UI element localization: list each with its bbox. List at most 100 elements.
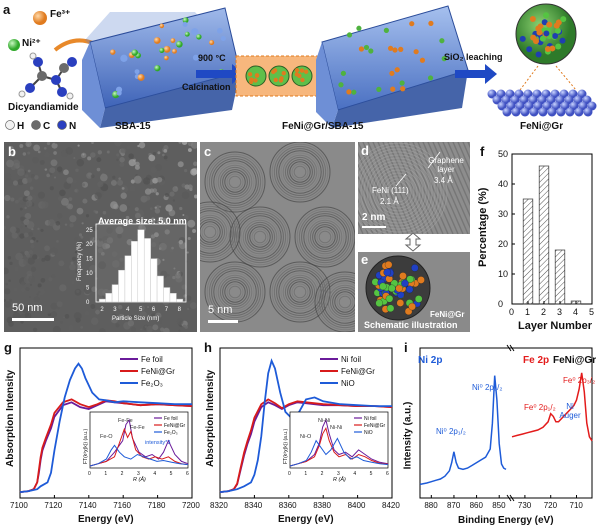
inset-y-tick: 10 xyxy=(86,271,93,277)
tem-grain xyxy=(190,168,197,176)
x-tick-label: 1 xyxy=(525,307,530,317)
tem-grain xyxy=(8,279,11,282)
inset-x-tick: 6 xyxy=(186,471,189,477)
panel-a-label: a xyxy=(3,2,11,17)
fe-ion-icon xyxy=(33,11,47,25)
graphene-shell xyxy=(358,148,442,234)
inset-xlabel: R (Å) xyxy=(333,476,346,483)
lattice-ring xyxy=(282,154,318,190)
legend-label: Fe₂O₃ xyxy=(141,379,163,388)
tem-grain xyxy=(120,192,127,199)
legend-label: FeNi@Gr xyxy=(341,367,375,376)
tem-grain xyxy=(55,233,59,237)
precursor-dot xyxy=(163,45,171,53)
particle-dot xyxy=(400,86,406,92)
tem-grain xyxy=(156,205,160,209)
lattice-ring xyxy=(217,164,253,200)
lattice-ring xyxy=(280,152,320,192)
lattice-fringe xyxy=(452,142,470,183)
graphene-shell xyxy=(372,166,424,218)
tem-grain xyxy=(37,191,45,199)
lattice-ring xyxy=(321,278,355,326)
tem-grain xyxy=(50,247,58,256)
tem-grain xyxy=(173,267,176,270)
histogram-bar xyxy=(169,293,177,303)
tem-grain xyxy=(37,283,42,288)
tem-grain xyxy=(58,260,65,267)
particle-dot xyxy=(363,44,370,51)
inset-x-tick: 5 xyxy=(170,471,173,477)
tem-grain xyxy=(68,324,74,331)
tem-grain xyxy=(27,169,31,173)
tem-grain xyxy=(155,192,159,196)
tem-grain xyxy=(69,263,76,271)
tem-grain xyxy=(15,252,23,261)
lattice-fringe xyxy=(382,142,424,234)
sheet-atom xyxy=(565,107,575,117)
tem-grain xyxy=(37,227,40,231)
sphere-atom xyxy=(559,37,566,44)
tem-grain xyxy=(145,195,151,201)
inset-x-tick: 6 xyxy=(386,471,389,477)
tem-grain xyxy=(77,240,86,248)
lattice-ring xyxy=(240,217,280,257)
tem-grain xyxy=(5,282,9,286)
histogram-bar xyxy=(118,269,126,303)
scale-bar-d-label: 2 nm xyxy=(362,212,386,223)
tem-grain xyxy=(152,324,159,331)
tem-grain xyxy=(119,257,124,262)
x-axis-label: Layer Number xyxy=(518,320,593,332)
particle-dot xyxy=(351,89,357,95)
lattice-ring xyxy=(238,215,282,259)
tem-grain xyxy=(33,296,40,303)
tem-grain xyxy=(19,207,23,211)
lattice-ring xyxy=(289,281,311,303)
lattice-fringe xyxy=(427,142,469,234)
tem-grain xyxy=(20,281,25,286)
xps-peak-fe-2p32: Fe⁰ 2p₃/₂ xyxy=(563,376,596,385)
tem-grain xyxy=(192,228,197,233)
precursor-dot xyxy=(137,73,145,81)
ni-ion-icon xyxy=(8,39,20,51)
tem-grain xyxy=(178,239,184,245)
legend-label: Fe foil xyxy=(141,355,163,364)
tem-grain xyxy=(28,249,34,255)
tem-grain xyxy=(90,317,99,325)
tem-grain xyxy=(118,313,125,321)
inset-y-tick: 15 xyxy=(86,257,93,263)
scale-bar-b xyxy=(12,318,54,321)
legend-n-icon xyxy=(57,120,67,130)
inset-x-tick: 5 xyxy=(139,307,143,313)
tem-grain xyxy=(8,298,13,302)
tem-grain xyxy=(98,261,107,270)
tem-grain xyxy=(139,316,143,320)
tem-grain xyxy=(129,185,136,192)
tem-grain xyxy=(4,298,6,302)
lattice-ring xyxy=(200,201,241,263)
inset-legend-label: Ni foil xyxy=(364,416,377,422)
tem-grain xyxy=(81,222,84,225)
histogram-bar xyxy=(150,258,158,303)
tem-grain xyxy=(184,169,188,173)
lattice-ring xyxy=(318,230,332,244)
tem-grain xyxy=(21,306,28,313)
tem-grain xyxy=(46,173,51,178)
tem-grain xyxy=(88,235,93,241)
tem-grain xyxy=(80,325,84,329)
inset-legend-label: FeNi@Gr xyxy=(364,423,386,429)
fe-dot xyxy=(281,70,286,76)
atom xyxy=(406,275,414,283)
lattice-ring xyxy=(219,276,251,308)
lattice-ring xyxy=(200,205,237,259)
x-tick-label: 0 xyxy=(509,307,514,317)
tem-grain xyxy=(152,177,159,184)
particle-dot xyxy=(427,75,434,81)
tem-grain xyxy=(24,312,30,317)
particle-dot xyxy=(346,89,352,95)
sphere-atom xyxy=(552,33,559,40)
lattice-ring xyxy=(273,265,327,319)
lattice-ring xyxy=(201,223,219,241)
sphere-atom xyxy=(541,19,548,26)
x-tick-label: 730 xyxy=(518,501,532,510)
tem-grain xyxy=(117,179,124,186)
